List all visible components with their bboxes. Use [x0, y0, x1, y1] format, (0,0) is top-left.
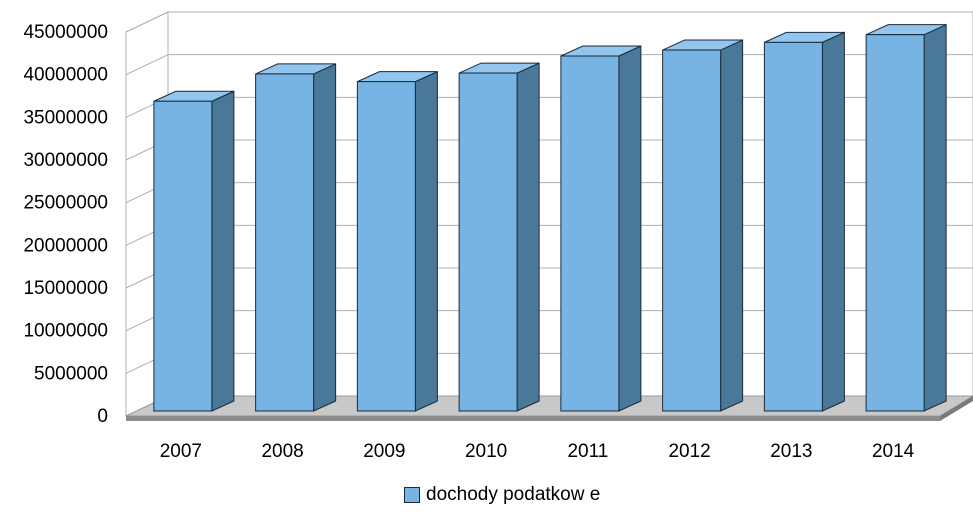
- x-tick-label: 2008: [261, 441, 303, 462]
- bar: [865, 34, 925, 412]
- bar-side: [720, 39, 744, 412]
- x-tick-label: 2014: [872, 441, 915, 462]
- floor-edge: [126, 416, 940, 421]
- bar: [458, 72, 518, 412]
- gridline-side: [125, 54, 169, 76]
- y-tick-label: 30000000: [23, 150, 108, 171]
- bar-side: [821, 31, 845, 412]
- y-tick-label: 15000000: [23, 278, 108, 299]
- bar: [763, 41, 823, 412]
- bar-side: [618, 45, 642, 412]
- floor: [125, 395, 973, 417]
- bar-side: [211, 90, 235, 412]
- legend-swatch: [404, 487, 420, 503]
- bar: [153, 100, 213, 412]
- legend-label: dochody podatkow e: [426, 484, 601, 505]
- y-tick-label: 25000000: [23, 193, 108, 214]
- y-tick-label: 45000000: [23, 22, 108, 43]
- bar-side: [516, 62, 540, 412]
- y-tick-label: 35000000: [23, 107, 108, 128]
- bar: [356, 81, 416, 412]
- x-tick-label: 2007: [160, 441, 202, 462]
- y-tick-label: 5000000: [34, 363, 108, 384]
- x-tick-label: 2013: [770, 441, 812, 462]
- bar-side: [923, 23, 947, 412]
- floor-edge-side: [940, 396, 973, 421]
- bar-side: [414, 70, 438, 412]
- x-tick-label: 2009: [363, 441, 405, 462]
- bar-side: [313, 63, 337, 412]
- y-tick-label: 40000000: [23, 65, 108, 86]
- y-tick-label: 10000000: [23, 321, 108, 342]
- gridline-side: [125, 11, 169, 33]
- bar: [255, 73, 315, 412]
- bar: [560, 55, 620, 412]
- x-tick-label: 2010: [465, 441, 507, 462]
- y-tick-label: 0: [97, 406, 108, 427]
- legend: dochody podatkow e: [404, 484, 600, 506]
- bar: [662, 49, 722, 412]
- y-tick-label: 20000000: [23, 235, 108, 256]
- x-tick-label: 2011: [567, 441, 608, 462]
- x-tick-label: 2012: [668, 441, 710, 462]
